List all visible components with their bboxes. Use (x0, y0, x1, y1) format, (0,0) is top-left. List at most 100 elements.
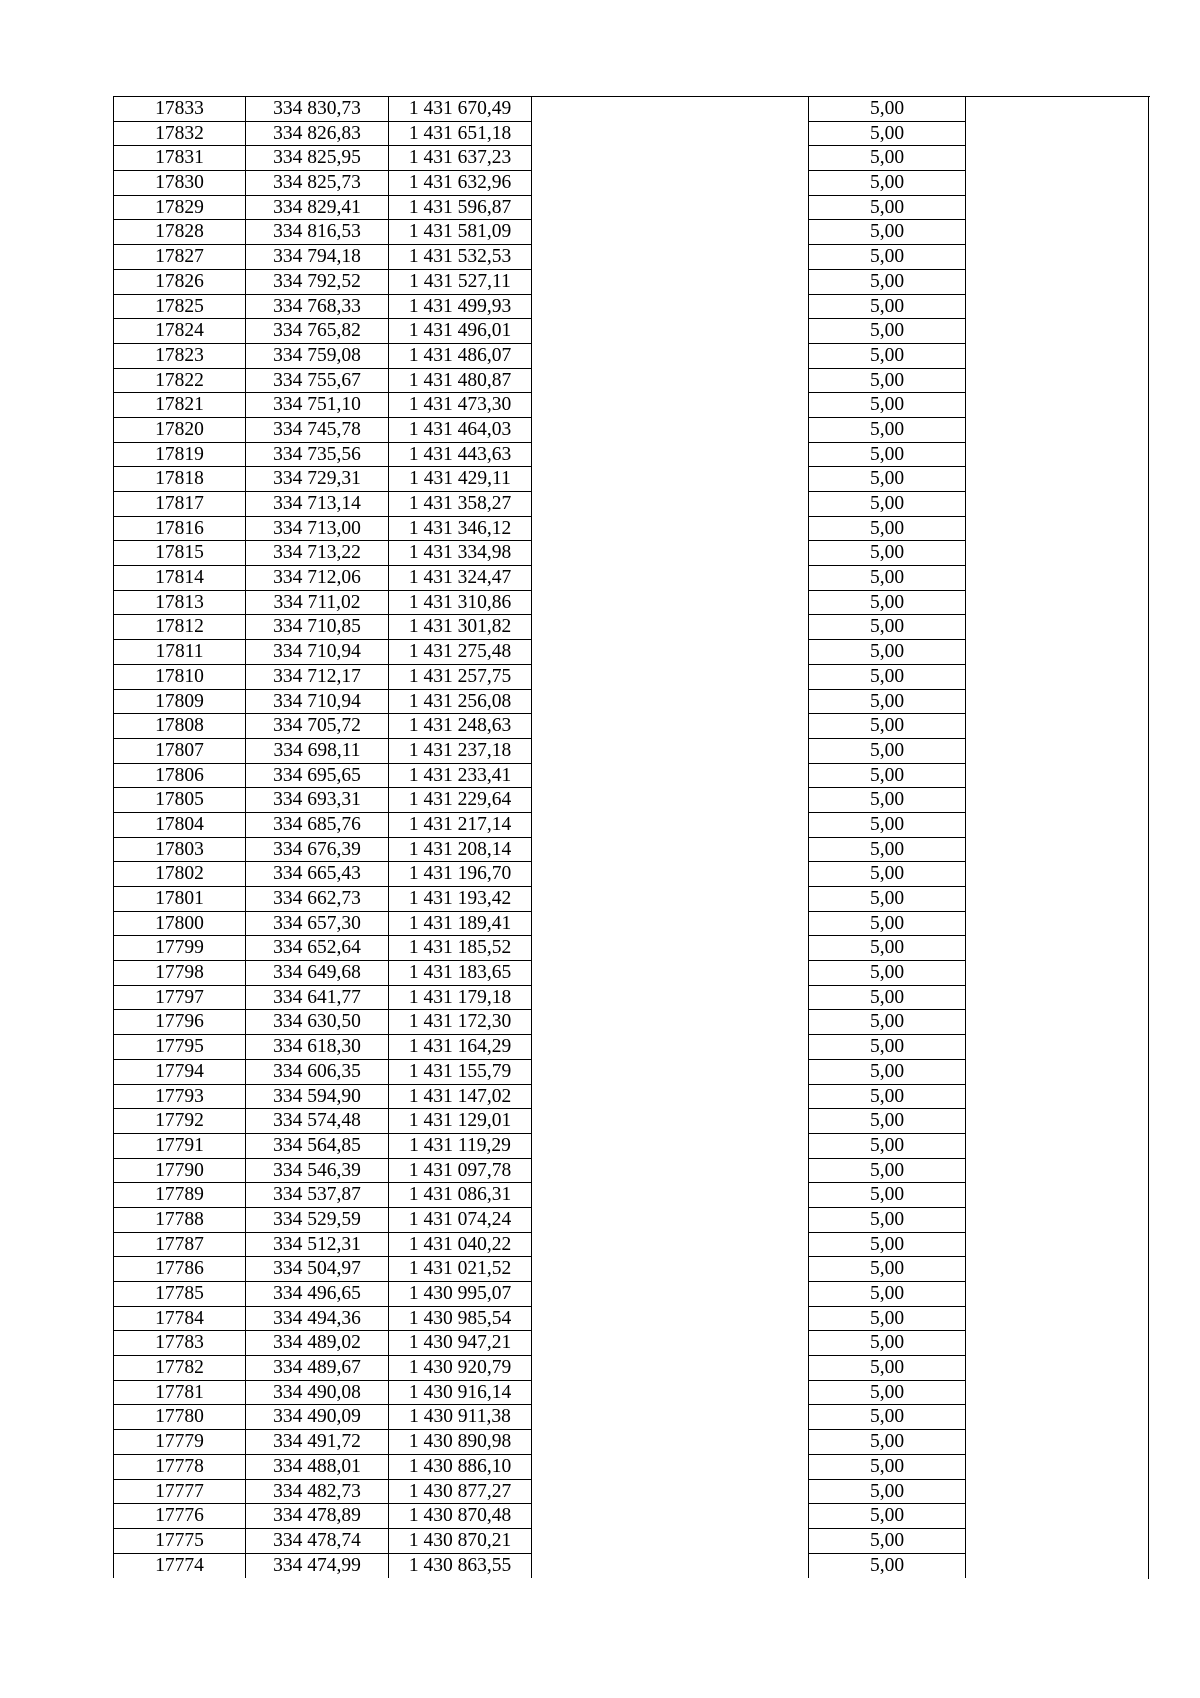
x-coordinate-cell: 334 713,14 (246, 492, 389, 517)
value-cell: 5,00 (808, 1553, 966, 1579)
table-row: 17790 334 546,39 1 431 097,78 5,00 (113, 1158, 1150, 1184)
y-coordinate-cell: 1 431 429,11 (389, 467, 532, 492)
x-coordinate-cell: 334 490,09 (246, 1405, 389, 1431)
point-number-cell: 17798 (113, 961, 246, 986)
value-cell: 5,00 (808, 1133, 966, 1159)
x-coordinate-cell: 334 829,41 (246, 195, 389, 221)
point-number-cell: 17823 (113, 343, 246, 369)
value-cell: 5,00 (808, 1405, 966, 1431)
y-coordinate-cell: 1 430 870,21 (389, 1528, 532, 1554)
y-coordinate-cell: 1 431 473,30 (389, 393, 532, 418)
value-cell: 5,00 (808, 1528, 966, 1554)
table-row: 17821 334 751,10 1 431 473,30 5,00 (113, 393, 1150, 418)
table-row: 17785 334 496,65 1 430 995,07 5,00 (113, 1282, 1150, 1307)
x-coordinate-cell: 334 496,65 (246, 1282, 389, 1307)
point-number-cell: 17781 (113, 1380, 246, 1406)
x-coordinate-cell: 334 755,67 (246, 368, 389, 394)
y-coordinate-cell: 1 431 193,42 (389, 887, 532, 912)
point-number-cell: 17826 (113, 269, 246, 295)
table-row: 17798 334 649,68 1 431 183,65 5,00 (113, 961, 1150, 986)
table-row: 17822 334 755,67 1 431 480,87 5,00 (113, 368, 1150, 394)
y-coordinate-cell: 1 431 275,48 (389, 640, 532, 665)
value-cell: 5,00 (808, 516, 966, 542)
y-coordinate-cell: 1 431 129,01 (389, 1109, 532, 1134)
x-coordinate-cell: 334 504,97 (246, 1257, 389, 1282)
value-cell: 5,00 (808, 492, 966, 517)
point-number-cell: 17830 (113, 171, 246, 196)
point-number-cell: 17802 (113, 862, 246, 887)
y-coordinate-cell: 1 431 670,49 (389, 97, 532, 122)
x-coordinate-cell: 334 698,11 (246, 738, 389, 764)
x-coordinate-cell: 334 735,56 (246, 442, 389, 468)
x-coordinate-cell: 334 695,65 (246, 763, 389, 789)
table-row: 17791 334 564,85 1 431 119,29 5,00 (113, 1133, 1150, 1159)
table-row: 17829 334 829,41 1 431 596,87 5,00 (113, 195, 1150, 221)
x-coordinate-cell: 334 693,31 (246, 788, 389, 813)
point-number-cell: 17832 (113, 121, 246, 147)
table-row: 17816 334 713,00 1 431 346,12 5,00 (113, 516, 1150, 542)
table-row: 17832 334 826,83 1 431 651,18 5,00 (113, 121, 1150, 147)
table-row: 17776 334 478,89 1 430 870,48 5,00 (113, 1504, 1150, 1529)
table-row: 17775 334 478,74 1 430 870,21 5,00 (113, 1528, 1150, 1554)
table-row: 17774 334 474,99 1 430 863,55 5,00 (113, 1553, 1150, 1579)
table-row: 17804 334 685,76 1 431 217,14 5,00 (113, 812, 1150, 838)
y-coordinate-cell: 1 431 229,64 (389, 788, 532, 813)
table-row: 17801 334 662,73 1 431 193,42 5,00 (113, 887, 1150, 912)
table-row: 17786 334 504,97 1 431 021,52 5,00 (113, 1257, 1150, 1282)
y-coordinate-cell: 1 431 324,47 (389, 566, 532, 591)
value-cell: 5,00 (808, 1356, 966, 1381)
point-number-cell: 17821 (113, 393, 246, 418)
y-coordinate-cell: 1 431 086,31 (389, 1183, 532, 1208)
point-number-cell: 17801 (113, 887, 246, 912)
table-row: 17833 334 830,73 1 431 670,49 5,00 (113, 97, 1150, 122)
table-row: 17796 334 630,50 1 431 172,30 5,00 (113, 1010, 1150, 1036)
value-cell: 5,00 (808, 171, 966, 196)
y-coordinate-cell: 1 431 480,87 (389, 368, 532, 394)
y-coordinate-cell: 1 431 164,29 (389, 1035, 532, 1060)
point-number-cell: 17812 (113, 615, 246, 641)
x-coordinate-cell: 334 830,73 (246, 97, 389, 122)
table-row: 17818 334 729,31 1 431 429,11 5,00 (113, 467, 1150, 492)
y-coordinate-cell: 1 431 179,18 (389, 985, 532, 1011)
value-cell: 5,00 (808, 837, 966, 863)
x-coordinate-cell: 334 657,30 (246, 911, 389, 937)
y-coordinate-cell: 1 431 334,98 (389, 541, 532, 567)
point-number-cell: 17780 (113, 1405, 246, 1431)
point-number-cell: 17789 (113, 1183, 246, 1208)
table-row: 17797 334 641,77 1 431 179,18 5,00 (113, 985, 1150, 1011)
value-cell: 5,00 (808, 146, 966, 172)
x-coordinate-cell: 334 630,50 (246, 1010, 389, 1036)
value-cell: 5,00 (808, 1454, 966, 1480)
table-row: 17815 334 713,22 1 431 334,98 5,00 (113, 541, 1150, 567)
point-number-cell: 17822 (113, 368, 246, 394)
table-row: 17795 334 618,30 1 431 164,29 5,00 (113, 1035, 1150, 1060)
y-coordinate-cell: 1 431 196,70 (389, 862, 532, 887)
point-number-cell: 17807 (113, 738, 246, 764)
value-cell: 5,00 (808, 566, 966, 591)
point-number-cell: 17825 (113, 294, 246, 320)
table-row: 17778 334 488,01 1 430 886,10 5,00 (113, 1454, 1150, 1480)
point-number-cell: 17833 (113, 97, 246, 122)
value-cell: 5,00 (808, 1504, 966, 1529)
point-number-cell: 17782 (113, 1356, 246, 1381)
value-cell: 5,00 (808, 887, 966, 912)
value-cell: 5,00 (808, 121, 966, 147)
y-coordinate-cell: 1 431 237,18 (389, 738, 532, 764)
y-coordinate-cell: 1 431 147,02 (389, 1084, 532, 1110)
table-row: 17825 334 768,33 1 431 499,93 5,00 (113, 294, 1150, 320)
x-coordinate-cell: 334 574,48 (246, 1109, 389, 1134)
table-row: 17808 334 705,72 1 431 248,63 5,00 (113, 714, 1150, 739)
y-coordinate-cell: 1 431 021,52 (389, 1257, 532, 1282)
y-coordinate-cell: 1 430 890,98 (389, 1430, 532, 1455)
y-coordinate-cell: 1 430 985,54 (389, 1306, 532, 1332)
y-coordinate-cell: 1 430 995,07 (389, 1282, 532, 1307)
value-cell: 5,00 (808, 417, 966, 443)
point-number-cell: 17791 (113, 1133, 246, 1159)
point-number-cell: 17811 (113, 640, 246, 665)
y-coordinate-cell: 1 430 886,10 (389, 1454, 532, 1480)
y-coordinate-cell: 1 431 097,78 (389, 1158, 532, 1184)
y-coordinate-cell: 1 431 532,53 (389, 245, 532, 270)
table-row: 17813 334 711,02 1 431 310,86 5,00 (113, 590, 1150, 616)
point-number-cell: 17800 (113, 911, 246, 937)
value-cell: 5,00 (808, 961, 966, 986)
